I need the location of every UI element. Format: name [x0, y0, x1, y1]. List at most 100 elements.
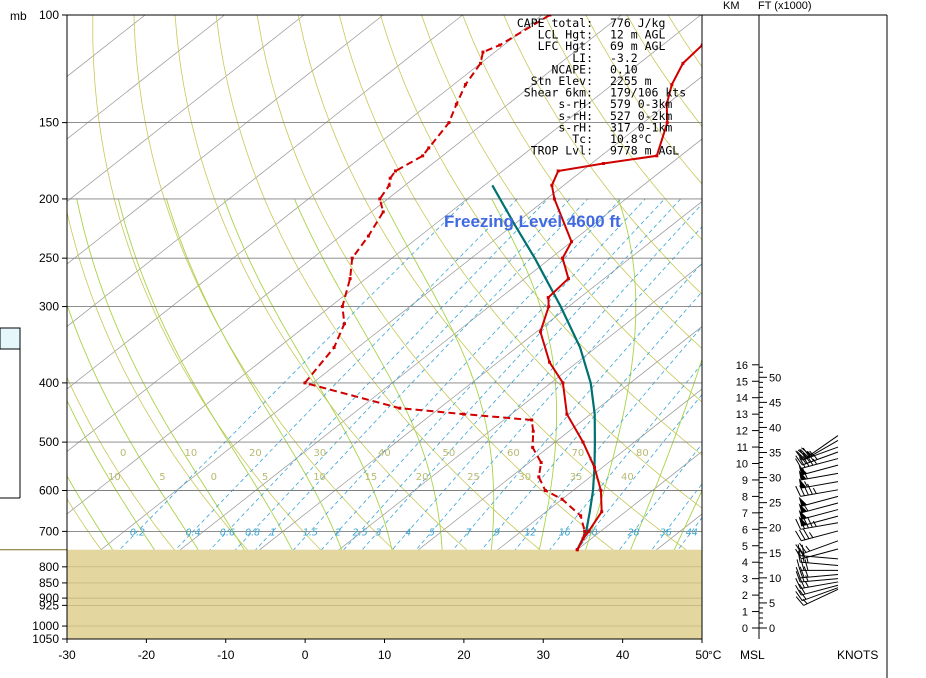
- km-tick-label: 2: [742, 590, 748, 602]
- temperature-tick-label: -30: [58, 648, 76, 662]
- dewpoint-point: [531, 429, 535, 433]
- wind-barb-feather: [795, 578, 802, 589]
- km-tick-label: 3: [742, 574, 748, 586]
- wind-barb-half-feather: [804, 505, 809, 512]
- ft-tick-label: 25: [769, 498, 781, 510]
- temperature-line: [539, 44, 702, 551]
- stat-value: 10.8°C: [610, 132, 652, 146]
- km-tick-label: 9: [742, 475, 748, 487]
- wind-barb-staff: [801, 584, 839, 596]
- isotherm-line: [67, 15, 384, 265]
- mixing-ratio-label: 16: [558, 527, 570, 538]
- mixing-ratio-label: 0.2: [130, 527, 145, 538]
- sounding-stats: CAPE total: 776 J/kg LCL Hgt: 12 m AGL LFC H…: [517, 16, 686, 158]
- wind-barb-feather: [799, 577, 805, 589]
- km-tick-label: 15: [736, 376, 748, 388]
- dry-adiabat-label: 80: [636, 448, 649, 459]
- dry-adiabat-line: [338, 15, 702, 509]
- pressure-unit-label: mb: [10, 9, 27, 23]
- dewpoint-point: [548, 15, 552, 17]
- stat-label: LCL Hgt:: [538, 28, 593, 42]
- temperature-tick-label: 0: [302, 648, 309, 662]
- mixing-ratio-label: 0.4: [186, 527, 201, 538]
- temperature-point: [538, 330, 542, 334]
- temperature-point: [547, 305, 551, 309]
- pressure-tick-label: 1050: [32, 632, 59, 646]
- wind-barb-feather: [802, 528, 810, 539]
- wind-barb-staff: [800, 561, 839, 566]
- mixing-ratio-label: 4: [405, 527, 411, 538]
- dry-adiabat-line: [873, 15, 926, 639]
- wind-barb-feather: [800, 559, 805, 571]
- stat-value: 12 m AGL: [610, 28, 665, 42]
- mixing-ratio-label: 1.5: [303, 527, 318, 538]
- km-tick-label: 1: [742, 607, 748, 619]
- stat-label: Shear 6km:: [524, 86, 593, 100]
- wind-barb-staff: [800, 581, 839, 590]
- knots-label: KNOTS: [837, 648, 878, 662]
- dewpoint-point: [581, 537, 585, 541]
- wind-barb-feather: [795, 458, 802, 469]
- temperature-point: [600, 510, 604, 514]
- wind-barb-staff: [801, 548, 839, 560]
- stat-label: Stn Elev:: [531, 74, 593, 88]
- temperature-point: [670, 83, 674, 87]
- wind-barb-staff: [802, 587, 839, 602]
- km-tick-label: 6: [742, 524, 748, 536]
- dry-adiabat-line: [832, 15, 926, 639]
- ft-tick-label: 20: [769, 523, 781, 535]
- temperature-point: [561, 256, 565, 260]
- ft-tick-label: 15: [769, 548, 781, 560]
- dewpoint-point: [342, 322, 346, 326]
- pressure-tick-label: 925: [39, 598, 59, 612]
- pressure-tick-label: 200: [39, 192, 59, 206]
- wind-barb-staff: [801, 530, 839, 542]
- stat-label: LFC Hgt:: [538, 39, 593, 53]
- parcel-line: [491, 184, 597, 551]
- dry-adiabat-line: [0, 15, 14, 639]
- dewpoint-point: [530, 418, 534, 422]
- dry-adiabat-label: 60: [507, 448, 520, 459]
- temperature-point: [601, 162, 605, 166]
- stat-value: 2255 m: [610, 74, 652, 88]
- wind-barb-staff: [800, 555, 839, 560]
- pressure-tick-label: 850: [39, 576, 59, 590]
- dewpoint-point: [560, 497, 564, 501]
- temperature-point: [546, 296, 550, 300]
- mixing-ratio-label: 0.6: [220, 527, 235, 538]
- isotherm-line: [67, 15, 701, 515]
- isotherm-line: [67, 15, 225, 140]
- temperature-point: [570, 240, 574, 244]
- dewpoint-point: [583, 529, 587, 533]
- dewpoint-point: [447, 121, 451, 125]
- dewpoint-point: [454, 102, 458, 106]
- km-tick-label: 8: [742, 491, 748, 503]
- wind-barb-feather: [799, 570, 805, 582]
- isotherm-line: [701, 638, 702, 639]
- dewpoint-point: [543, 488, 547, 492]
- stat-label: LI:: [572, 51, 593, 65]
- wind-barb-staff: [802, 451, 839, 466]
- km-tick-label: 5: [742, 541, 748, 553]
- temperature-point: [566, 277, 570, 281]
- stat-value: 179/106 kts: [610, 86, 686, 100]
- temperature-point: [561, 381, 565, 385]
- stat-label: s-rH:: [558, 97, 593, 111]
- km-tick-label: 10: [736, 459, 748, 471]
- isotherm-line: [67, 15, 305, 202]
- mixing-ratio-label: 7: [466, 527, 472, 538]
- wind-barb: [795, 547, 839, 560]
- dewpoint-point: [575, 548, 579, 552]
- wind-barb-feather: [795, 566, 801, 579]
- mixing-ratio-label: 5: [429, 527, 435, 538]
- wind-barb: [798, 509, 839, 520]
- wind-barb: [795, 577, 839, 590]
- wind-barb-staff: [800, 574, 839, 579]
- km-tick-label: 0: [742, 623, 748, 635]
- wind-barb-staff: [801, 509, 839, 520]
- dry-adiabat-label: 20: [249, 448, 262, 459]
- wind-barb-staff: [800, 489, 839, 497]
- wind-barb-staff: [800, 472, 839, 481]
